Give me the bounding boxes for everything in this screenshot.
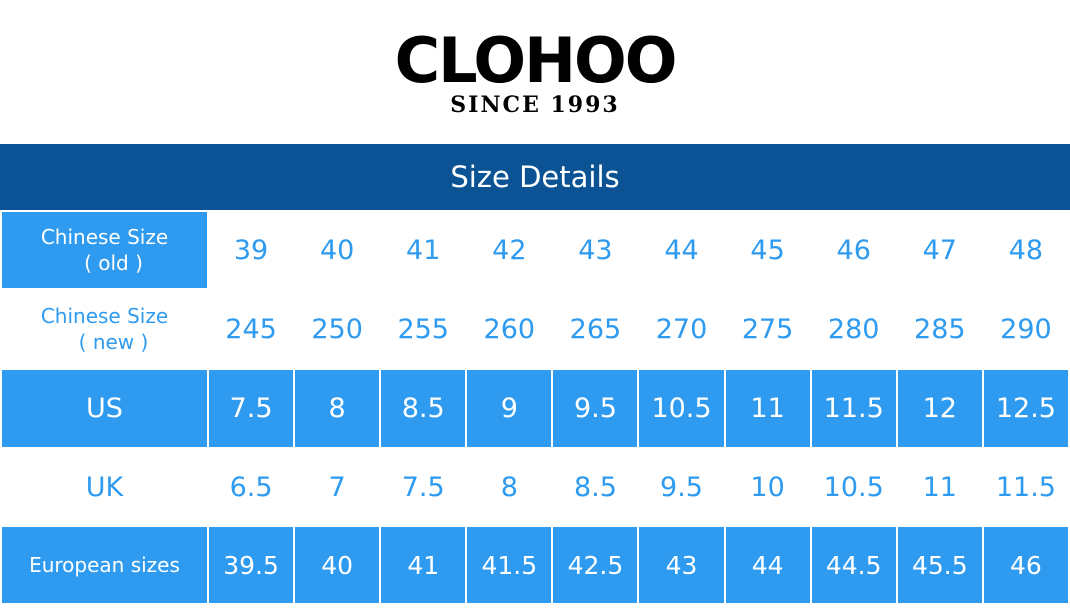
table-row: Chinese Size ( old ) 39 40 41 42 43 44 4… [0,210,1070,290]
table-cell: 9.5 [637,447,726,527]
table-cell: 11.5 [981,447,1070,527]
table-cell: 10.5 [809,447,898,527]
table-cell: 11.5 [809,368,898,449]
table-cell: 43 [637,525,726,605]
brand-logo-area: CLOHOO SINCE 1993 [0,0,1070,144]
table-cell: 41 [379,525,468,605]
table-cell: 43 [551,210,640,290]
table-row: UK 6.5 7 7.5 8 8.5 9.5 10 10.5 11 11.5 [0,447,1070,527]
table-cell: 46 [981,525,1070,605]
row-label-line1: Chinese Size [40,225,169,249]
row-label: UK [0,447,209,527]
table-cell: 8.5 [551,447,640,527]
table-row: US 7.5 8 8.5 9 9.5 10.5 11 11.5 12 12.5 [0,368,1070,449]
table-cell: 245 [206,288,296,370]
table-cell: 12 [895,368,984,449]
table-cell: 255 [379,288,468,370]
row-label-line1: UK [85,471,124,503]
table-cell: 46 [809,210,898,290]
brand-logo-text: CLOHOO [394,23,678,97]
table-cell: 8 [293,368,382,449]
table-cell: 290 [981,288,1070,370]
table-cell: 39 [206,210,296,290]
row-label-line2: ( new ) [78,330,149,354]
table-cell: 285 [895,288,984,370]
table-cell: 10.5 [637,368,726,449]
table-cell: 8.5 [379,368,468,449]
size-table: Chinese Size ( old ) 39 40 41 42 43 44 4… [0,210,1070,605]
row-label-line1: US [86,393,123,424]
table-cell: 40 [293,210,382,290]
table-cell: 6.5 [206,447,296,527]
table-cell: 39.5 [206,525,296,605]
row-label-line1: Chinese Size [40,304,169,328]
table-cell: 44 [637,210,726,290]
table-cell: 260 [465,288,554,370]
table-cell: 10 [723,447,812,527]
table-cell: 45.5 [895,525,984,605]
table-cell: 42.5 [551,525,640,605]
table-cell: 9 [465,368,554,449]
table-cell: 40 [293,525,382,605]
table-cell: 48 [981,210,1070,290]
table-row: European sizes 39.5 40 41 41.5 42.5 43 4… [0,525,1070,605]
table-cell: 41.5 [465,525,554,605]
table-cell: 11 [895,447,984,527]
table-cell: 7.5 [206,368,296,449]
table-cell: 47 [895,210,984,290]
table-cell: 270 [637,288,726,370]
brand-tagline: SINCE 1993 [450,92,620,119]
table-cell: 7 [293,447,382,527]
row-label: Chinese Size ( new ) [0,288,209,370]
page-title: Size Details [450,160,620,194]
table-cell: 7.5 [379,447,468,527]
row-label-line1: European sizes [29,553,180,577]
table-cell: 44 [723,525,812,605]
table-row: Chinese Size ( new ) 245 250 255 260 265… [0,288,1070,370]
table-cell: 11 [723,368,812,449]
table-cell: 45 [723,210,812,290]
table-cell: 250 [293,288,382,370]
row-label: US [0,368,209,449]
row-label: Chinese Size ( old ) [0,210,209,290]
table-cell: 275 [723,288,812,370]
table-cell: 265 [551,288,640,370]
table-cell: 280 [809,288,898,370]
row-label-line2: ( old ) [84,251,143,275]
table-cell: 42 [465,210,554,290]
table-cell: 12.5 [981,368,1070,449]
table-cell: 44.5 [809,525,898,605]
row-label: European sizes [0,525,209,605]
table-cell: 9.5 [551,368,640,449]
table-cell: 8 [465,447,554,527]
table-cell: 41 [379,210,468,290]
size-details-header: Size Details [0,144,1070,210]
